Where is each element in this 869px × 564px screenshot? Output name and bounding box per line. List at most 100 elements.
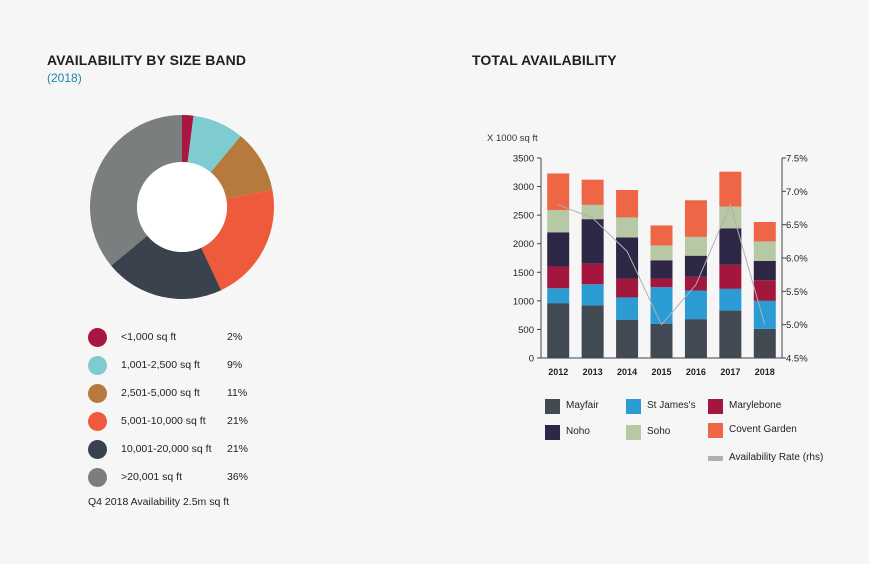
bar-segment-covent-garden — [581, 179, 604, 205]
bar-segment-noho — [719, 228, 742, 265]
bar-segment-soho — [719, 206, 742, 229]
bar-segment-mayfair — [753, 328, 776, 358]
donut-legend-value: 9% — [227, 359, 243, 371]
donut-legend-label: 2,501-5,000 sq ft — [121, 387, 200, 399]
donut-legend-value: 21% — [227, 443, 249, 455]
donut-legend-label: <1,000 sq ft — [121, 331, 177, 343]
donut-slice-1 — [187, 115, 241, 173]
x-tick-label: 2015 — [651, 367, 671, 377]
y-tick-label: 1000 — [513, 296, 534, 307]
legend-swatch-icon — [545, 399, 560, 414]
x-tick-label: 2012 — [548, 367, 568, 377]
y2-tick-label: 7.5% — [786, 154, 808, 165]
y2-tick-label: 6.0% — [786, 254, 808, 265]
x-tick-label: 2017 — [720, 367, 740, 377]
legend-dot-icon — [88, 356, 107, 375]
legend-dot-icon — [88, 412, 107, 431]
bar-segment-marylebone — [719, 264, 742, 289]
availability-rate-line — [558, 203, 766, 326]
bar-segment-st-james-s — [753, 300, 776, 329]
legend-swatch-icon — [626, 399, 641, 414]
y-tick-label: 500 — [518, 325, 534, 336]
legend-dot-icon — [88, 328, 107, 347]
bar-segment-covent-garden — [753, 222, 776, 242]
y-tick-label: 2500 — [513, 211, 534, 222]
bar-segment-mayfair — [684, 319, 707, 358]
donut-legend-label: 1,001-2,500 sq ft — [121, 359, 200, 371]
donut-legend-value: 2% — [227, 331, 243, 343]
y-axis-label: X 1000 sq ft — [487, 133, 538, 144]
bar-segment-noho — [650, 260, 673, 279]
bar-segment-soho — [650, 245, 673, 261]
bar-segment-covent-garden — [650, 225, 673, 246]
donut-chart-title: AVAILABILITY BY SIZE BAND — [47, 52, 247, 68]
bar-segment-noho — [753, 260, 776, 281]
bar-legend-label: Mayfair — [566, 400, 599, 411]
donut-legend-label: 10,001-20,000 sq ft — [121, 443, 212, 455]
donut-note: Q4 2018 Availability 2.5m sq ft — [88, 496, 230, 508]
y2-tick-label: 6.5% — [786, 220, 808, 231]
bar-segment-covent-garden — [616, 190, 639, 218]
donut-slice-3 — [201, 189, 274, 291]
legend-dot-icon — [88, 468, 107, 487]
bar-segment-soho — [684, 236, 707, 256]
bar-segment-st-james-s — [684, 290, 707, 320]
bar-segment-soho — [753, 241, 776, 261]
bar-legend-label: Noho — [566, 426, 590, 437]
bar-legend-label: St James's — [647, 400, 696, 411]
donut-legend-label: 5,001-10,000 sq ft — [121, 415, 206, 427]
legend-swatch-icon — [708, 399, 723, 414]
bar-segment-marylebone — [616, 278, 639, 298]
bar-segment-marylebone — [581, 263, 604, 285]
donut-legend-label: >20,001 sq ft — [121, 471, 183, 483]
y2-tick-label: 5.0% — [786, 320, 808, 331]
legend-dot-icon — [88, 440, 107, 459]
legend-swatch-icon — [708, 423, 723, 438]
bar-segment-mayfair — [616, 319, 639, 358]
bar-segment-mayfair — [650, 323, 673, 358]
bar-segment-covent-garden — [684, 200, 707, 237]
donut-legend-value: 11% — [227, 387, 248, 399]
y-tick-label: 3500 — [513, 154, 534, 165]
bar-segment-mayfair — [719, 310, 742, 358]
bar-segment-st-james-s — [581, 284, 604, 306]
legend-swatch-icon — [626, 425, 641, 440]
y-tick-label: 3000 — [513, 182, 534, 193]
donut-legend-value: 36% — [227, 471, 249, 483]
bar-segment-soho — [547, 210, 570, 233]
bar-segment-noho — [547, 232, 570, 267]
bar-segment-mayfair — [547, 303, 570, 358]
bar-segment-mayfair — [581, 305, 604, 358]
bar-segment-noho — [616, 237, 639, 279]
bar-segment-marylebone — [547, 266, 570, 289]
legend-line-icon — [708, 456, 723, 461]
bar-chart-title: TOTAL AVAILABILITY — [472, 52, 617, 68]
bar-segment-st-james-s — [616, 297, 639, 320]
donut-slice-5 — [90, 115, 182, 266]
bar-segment-st-james-s — [547, 288, 570, 304]
bar-legend-label: Covent Garden — [729, 424, 797, 435]
y-tick-label: 2000 — [513, 239, 534, 250]
donut-legend-value: 21% — [227, 415, 249, 427]
bar-segment-st-james-s — [650, 287, 673, 324]
donut-chart — [90, 115, 274, 299]
x-tick-label: 2016 — [686, 367, 706, 377]
bar-segment-soho — [616, 217, 639, 238]
donut-slice-0 — [182, 115, 194, 163]
x-tick-label: 2018 — [755, 367, 775, 377]
bar-segment-soho — [581, 204, 604, 220]
bar-legend-label: Soho — [647, 426, 671, 437]
donut-chart-subtitle: (2018) — [47, 71, 82, 85]
y-tick-label: 0 — [529, 354, 534, 365]
bar-segment-marylebone — [753, 280, 776, 301]
donut-slice-4 — [111, 235, 222, 299]
legend-swatch-icon — [545, 425, 560, 440]
y-tick-label: 1500 — [513, 268, 534, 279]
donut-hole — [137, 162, 227, 252]
bar-segment-st-james-s — [719, 288, 742, 311]
bar-legend-label: Marylebone — [729, 400, 782, 411]
bar-segment-noho — [581, 219, 604, 264]
donut-slice-2 — [210, 136, 273, 199]
x-tick-label: 2013 — [583, 367, 603, 377]
